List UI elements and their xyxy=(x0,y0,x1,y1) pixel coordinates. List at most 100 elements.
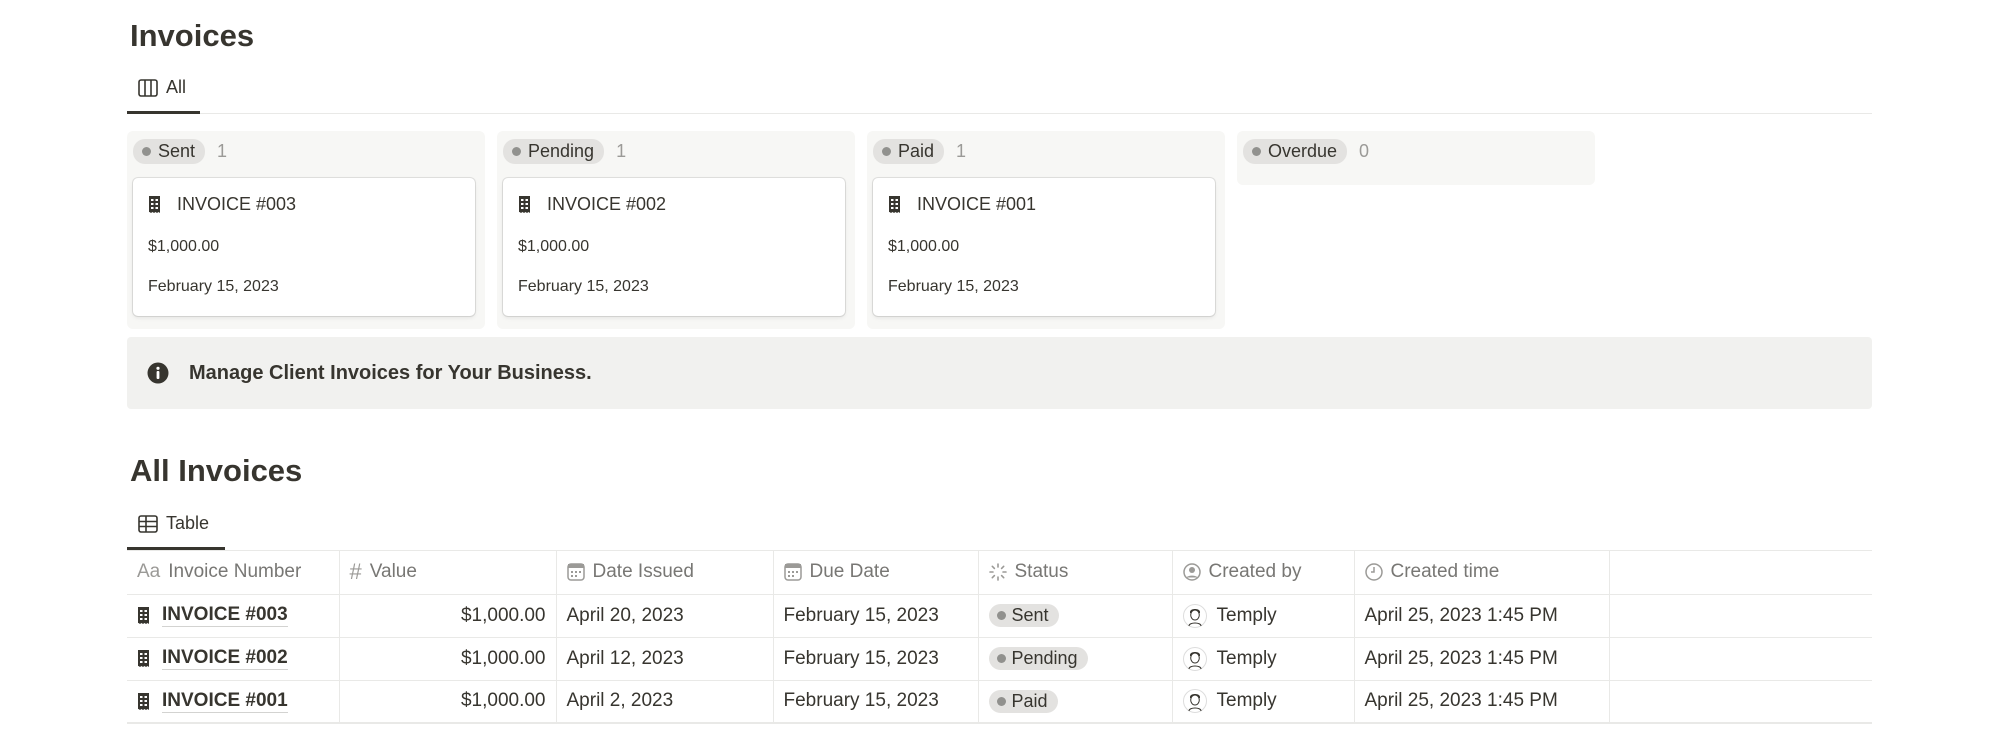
empty-cell xyxy=(1609,680,1872,724)
created-by-name: Temply xyxy=(1216,690,1277,712)
calendar-icon xyxy=(783,563,802,581)
column-header-empty xyxy=(1609,551,1872,595)
invoice-link[interactable]: INVOICE #002 xyxy=(162,647,288,670)
invoice-card[interactable]: INVOICE #003 $1,000.00 February 15, 2023 xyxy=(133,178,475,316)
status-pill[interactable]: Paid xyxy=(873,139,945,164)
card-title: INVOICE #001 xyxy=(917,194,1037,214)
status-dot-icon xyxy=(512,147,521,156)
tab-all[interactable]: All xyxy=(138,77,186,98)
empty-cell xyxy=(1609,594,1872,638)
column-count: 0 xyxy=(1359,141,1370,161)
date-issued-cell: April 2, 2023 xyxy=(556,680,774,724)
invoice-icon xyxy=(138,650,149,667)
status-dot-icon xyxy=(142,147,151,156)
table-row[interactable]: INVOICE #002 $1,000.00 April 12, 2023 Fe… xyxy=(127,637,1872,681)
divider xyxy=(127,113,1872,114)
status-label: Sent xyxy=(1011,605,1049,625)
board-title: Invoices xyxy=(130,18,255,53)
status-pill[interactable]: Sent xyxy=(133,139,206,164)
column-header[interactable]: Due Date xyxy=(773,551,979,595)
table-title: All Invoices xyxy=(130,453,303,488)
card-value: $1,000.00 xyxy=(518,238,590,255)
table-row[interactable]: INVOICE #001 $1,000.00 April 2, 2023 Feb… xyxy=(127,680,1872,724)
column-count: 1 xyxy=(956,141,967,161)
due-date-cell: February 15, 2023 xyxy=(773,594,979,638)
board-column-sent: Sent 1 INVOICE #003 $1,000.00 February 15, 2… xyxy=(127,131,485,329)
divider xyxy=(127,550,1872,551)
column-header[interactable]: Aa Invoice Number xyxy=(127,551,340,595)
status-label: Paid xyxy=(1011,690,1048,711)
status-icon xyxy=(988,563,1007,582)
status-pill[interactable]: Overdue xyxy=(1243,139,1348,164)
table-icon xyxy=(138,514,158,533)
column-header[interactable]: Status xyxy=(978,551,1173,595)
invoice-link[interactable]: INVOICE #003 xyxy=(162,604,288,627)
date-issued-cell: April 12, 2023 xyxy=(556,637,774,681)
invoice-card[interactable]: INVOICE #001 $1,000.00 February 15, 2023 xyxy=(873,178,1215,316)
status-dot-icon xyxy=(996,611,1006,620)
column-header-label: Value xyxy=(369,561,417,583)
calendar-icon xyxy=(566,563,585,581)
avatar xyxy=(1182,603,1207,628)
status-badge: Paid xyxy=(988,689,1058,713)
invoice-link[interactable]: INVOICE #001 xyxy=(162,689,288,713)
column-label: Pending xyxy=(528,141,595,161)
board-icon xyxy=(138,78,158,97)
card-title: INVOICE #002 xyxy=(547,194,667,214)
card-value: $1,000.00 xyxy=(888,238,960,255)
invoice-icon xyxy=(138,607,149,624)
text-type-icon: Aa xyxy=(137,561,161,583)
column-header-label: Date Issued xyxy=(592,561,694,583)
column-header-label: Due Date xyxy=(809,561,890,583)
column-count: 1 xyxy=(616,141,627,161)
board-column-paid: Paid 1 INVOICE #001 $1,000.00 February 15, 2… xyxy=(867,131,1225,329)
board-column-pending: Pending 1 INVOICE #002 $1,000.00 February 15… xyxy=(497,131,855,329)
column-count: 1 xyxy=(217,141,228,161)
callout: Manage Client Invoices for Your Business… xyxy=(127,337,1872,409)
status-badge: Pending xyxy=(988,647,1088,670)
column-label: Sent xyxy=(158,141,196,161)
invoice-icon xyxy=(519,196,530,213)
callout-text: Manage Client Invoices for Your Business… xyxy=(189,361,592,384)
column-header[interactable]: Date Issued xyxy=(556,551,774,595)
created-by-name: Temply xyxy=(1216,604,1277,626)
column-header[interactable]: Created time xyxy=(1354,551,1610,595)
value-cell: $1,000.00 xyxy=(339,680,557,724)
invoice-icon xyxy=(149,196,160,213)
card-date: February 15, 2023 xyxy=(888,278,1019,295)
value-cell: $1,000.00 xyxy=(339,637,557,681)
column-header-label: Invoice Number xyxy=(168,561,302,583)
due-date-cell: February 15, 2023 xyxy=(773,637,979,681)
due-date-cell: February 15, 2023 xyxy=(773,680,979,724)
card-date: February 15, 2023 xyxy=(518,278,649,295)
status-badge: Sent xyxy=(988,604,1059,627)
value-cell: $1,000.00 xyxy=(339,594,557,638)
invoice-card[interactable]: INVOICE #002 $1,000.00 February 15, 2023 xyxy=(503,178,845,316)
empty-cell xyxy=(1609,637,1872,681)
column-header[interactable]: # Value xyxy=(339,551,557,595)
status-pill[interactable]: Pending xyxy=(503,139,605,164)
number-type-icon: # xyxy=(349,559,362,585)
created-time-cell: April 25, 2023 1:45 PM xyxy=(1354,637,1610,681)
date-issued-cell: April 20, 2023 xyxy=(556,594,774,638)
status-dot-icon xyxy=(1252,147,1261,156)
card-date: February 15, 2023 xyxy=(148,278,279,295)
status-dot-icon xyxy=(996,654,1006,663)
table-row[interactable]: INVOICE #003 $1,000.00 April 20, 2023 Fe… xyxy=(127,594,1872,638)
clock-icon xyxy=(1364,563,1383,581)
column-header[interactable]: Created by xyxy=(1172,551,1355,595)
column-header-label: Created time xyxy=(1390,561,1500,583)
tab-table[interactable]: Table xyxy=(138,513,209,534)
board-column-overdue: Overdue 0 xyxy=(1237,131,1595,185)
active-tab-indicator xyxy=(127,547,225,550)
person-icon xyxy=(1182,563,1201,581)
created-time-cell: April 25, 2023 1:45 PM xyxy=(1354,594,1610,638)
tab-label: All xyxy=(166,77,187,97)
column-header-label: Status xyxy=(1014,561,1069,583)
tab-label: Table xyxy=(166,513,210,533)
column-header-label: Created by xyxy=(1208,561,1302,583)
column-label: Paid xyxy=(898,141,935,161)
created-by-name: Temply xyxy=(1216,647,1277,669)
invoices-table: Aa Invoice Number # Value Date Issued Due Dat… xyxy=(127,551,1872,724)
info-icon xyxy=(147,362,169,384)
